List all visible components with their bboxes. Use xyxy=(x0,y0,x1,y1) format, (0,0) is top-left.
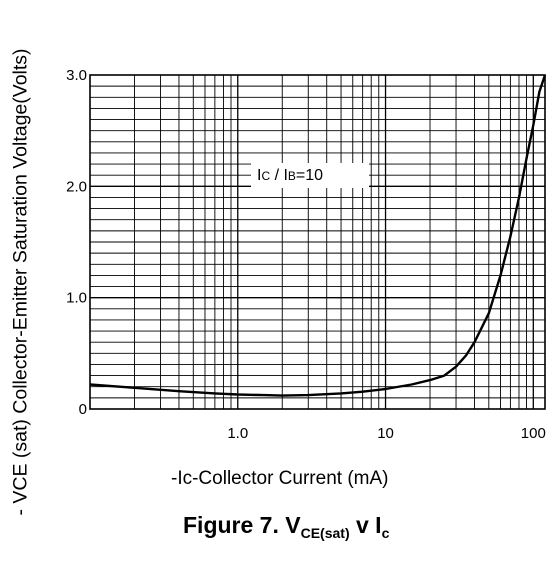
plot-frame xyxy=(89,74,546,410)
tick-labels: 0 1.0 2.0 3.0 1.0 10 100 xyxy=(66,67,546,442)
y-tick-label: 3.0 xyxy=(66,67,87,84)
x-tick-label: 1.0 xyxy=(227,425,248,442)
y-tick-label: 1.0 xyxy=(66,290,87,307)
y-axis-title: - VCE (sat) Collector-Emitter Saturation… xyxy=(9,48,32,516)
y-tick-label: 2.0 xyxy=(66,178,87,195)
y-tick-label: 0 xyxy=(79,401,87,418)
x-axis-title: -Ic-Collector Current (mA) xyxy=(171,468,389,489)
series-group xyxy=(89,74,547,397)
x-tick-label: 10 xyxy=(377,425,394,442)
grid-lines xyxy=(89,74,546,410)
x-tick-label: 100 xyxy=(521,425,546,442)
ratio-annotation: IC / IB=10 xyxy=(251,163,369,188)
series-line-vce-sat xyxy=(89,74,547,397)
figure-caption: Figure 7. VCE(sat) v Ic xyxy=(183,512,390,541)
